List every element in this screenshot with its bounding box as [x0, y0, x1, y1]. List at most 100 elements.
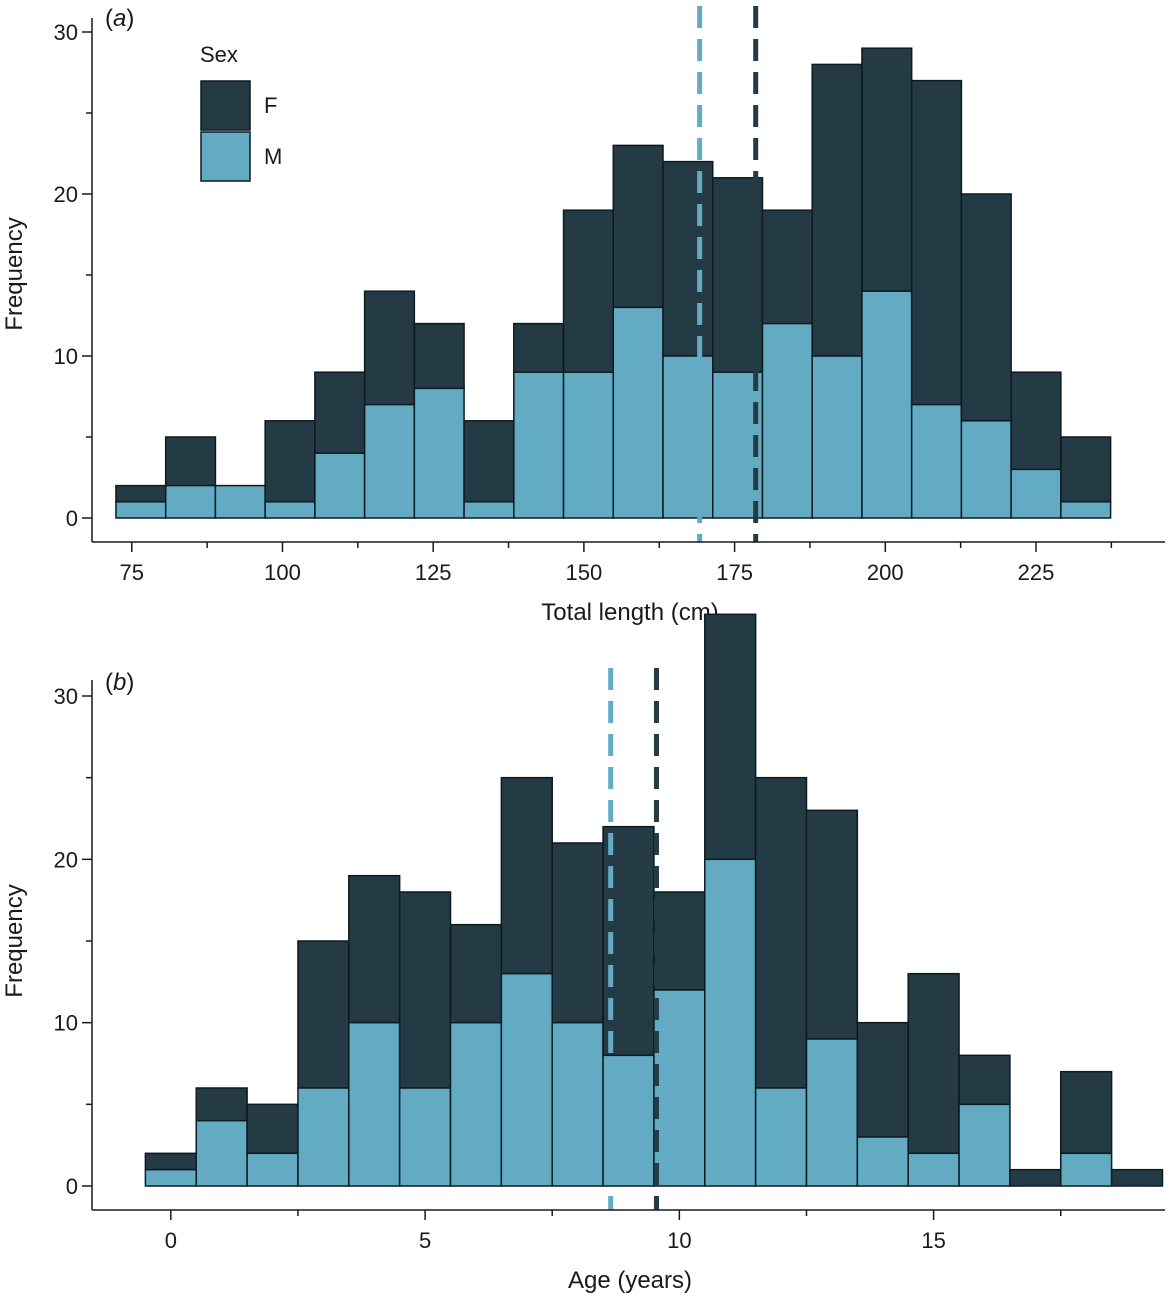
bar-male-a-7	[463, 501, 515, 519]
panel-a-bars	[115, 47, 1112, 519]
bar-female-b-4	[348, 874, 401, 1024]
x-tick-label-a-200: 200	[867, 560, 904, 585]
bar-female-a-5	[363, 290, 416, 406]
bar-female-a-7	[463, 420, 515, 503]
panel-b-y-axis-title: Frequency	[1, 884, 28, 997]
legend-label-m: M	[264, 144, 282, 169]
bar-male-a-10	[612, 306, 664, 519]
bar-female-b-14	[856, 1021, 909, 1138]
bar-female-a-18	[1010, 371, 1062, 471]
y-tick-label-b-30: 30	[54, 684, 78, 709]
bar-female-b-7	[500, 776, 553, 975]
legend-swatch-m	[200, 131, 251, 182]
bar-male-a-4	[314, 452, 366, 519]
x-tick-label-a-100: 100	[264, 560, 301, 585]
bar-female-a-8	[513, 322, 565, 373]
bar-female-a-0	[115, 484, 167, 503]
bar-female-a-10	[612, 144, 664, 309]
bar-male-a-15	[861, 290, 913, 519]
bar-female-b-10	[653, 891, 706, 991]
bar-male-b-16	[958, 1103, 1011, 1187]
bar-female-a-14	[811, 63, 863, 357]
panel-a-label: (a)	[105, 5, 134, 32]
bar-male-a-16	[910, 403, 963, 519]
bar-female-b-11	[704, 613, 757, 861]
y-tick-label-a-30: 30	[54, 20, 78, 45]
x-tick-label-b-10: 10	[667, 1228, 691, 1253]
bar-female-a-11	[662, 160, 714, 357]
bar-male-b-13	[805, 1038, 859, 1187]
panel-b-bars	[144, 613, 1164, 1187]
x-tick-label-a-175: 175	[716, 560, 753, 585]
y-tick-label-b-20: 20	[54, 847, 78, 872]
y-tick-label-a-0: 0	[66, 506, 78, 531]
bar-female-a-15	[861, 47, 913, 292]
bar-male-a-3	[264, 501, 316, 519]
y-tick-label-b-0: 0	[66, 1174, 78, 1199]
panel-b-x-axis-title: Age (years)	[568, 1267, 692, 1294]
bar-male-b-3	[297, 1087, 350, 1187]
bar-male-a-14	[811, 355, 863, 519]
legend-swatch-f	[200, 80, 251, 131]
bar-male-a-19	[1060, 501, 1112, 519]
panel-b-mean-lines	[608, 668, 659, 1210]
y-tick-label-a-10: 10	[54, 344, 78, 369]
legend: Sex F M	[200, 42, 282, 182]
bar-female-b-17	[1009, 1168, 1062, 1187]
x-tick-label-a-125: 125	[415, 560, 452, 585]
bar-male-b-10	[653, 989, 706, 1187]
bar-female-b-16	[958, 1054, 1011, 1106]
panel-b-axes: 0 10 20 30 0 5 10 15	[54, 680, 1165, 1253]
panel-a-axes: 0 10 20 30 75 100 125 150 175 200 225	[54, 18, 1165, 585]
bar-male-b-0	[144, 1168, 197, 1187]
panel-total-length: 0 10 20 30 75 100 125 150 175 200 225 (a) Total le…	[1, 5, 1165, 626]
bar-male-a-1	[164, 484, 217, 519]
x-tick-label-a-75: 75	[120, 560, 144, 585]
bar-male-b-11	[704, 858, 757, 1187]
bar-male-a-2	[214, 484, 266, 519]
bar-female-b-13	[805, 809, 859, 1040]
panel-b-label: (b)	[105, 669, 134, 696]
bar-male-a-17	[960, 420, 1012, 519]
bar-female-a-13	[761, 209, 813, 325]
bar-male-b-14	[856, 1136, 909, 1187]
x-tick-label-b-0: 0	[165, 1228, 177, 1253]
bar-male-a-13	[761, 322, 813, 519]
bar-male-b-12	[754, 1087, 808, 1187]
bar-male-b-7	[500, 972, 553, 1187]
panel-age: 0 10 20 30 0 5 10 15 (b) Age (years) Frequency	[1, 613, 1165, 1294]
bar-female-b-5	[398, 891, 452, 1089]
bar-male-b-1	[195, 1119, 248, 1187]
bar-male-b-6	[449, 1021, 503, 1187]
bar-female-b-18	[1060, 1070, 1113, 1155]
bar-female-a-1	[164, 436, 217, 487]
bar-male-b-18	[1060, 1152, 1113, 1187]
bar-female-b-1	[195, 1087, 248, 1122]
y-tick-label-a-20: 20	[54, 182, 78, 207]
bar-female-a-4	[314, 371, 366, 454]
x-tick-label-b-5: 5	[419, 1228, 431, 1253]
bar-female-a-3	[264, 420, 316, 503]
legend-label-f: F	[264, 93, 277, 118]
bar-male-a-0	[115, 501, 167, 519]
bar-female-b-6	[449, 923, 503, 1024]
bar-male-b-2	[246, 1152, 299, 1187]
panel-a-y-axis-title: Frequency	[1, 217, 28, 330]
bar-female-a-9	[562, 209, 615, 373]
bar-male-a-5	[363, 403, 416, 519]
bar-male-a-8	[513, 371, 565, 519]
bar-female-a-16	[910, 79, 963, 406]
x-tick-label-a-150: 150	[566, 560, 603, 585]
bar-female-b-2	[246, 1103, 299, 1155]
bar-male-a-6	[413, 387, 465, 519]
bar-female-b-12	[754, 776, 808, 1089]
bar-male-b-8	[551, 1021, 604, 1187]
bar-male-b-4	[348, 1021, 401, 1187]
bar-female-b-15	[907, 972, 960, 1155]
panel-a-mean-lines	[697, 6, 759, 542]
x-tick-label-a-225: 225	[1018, 560, 1055, 585]
bar-female-a-19	[1060, 436, 1112, 503]
bar-female-b-8	[551, 842, 604, 1024]
panel-a-x-axis-title: Total length (cm)	[541, 599, 718, 626]
